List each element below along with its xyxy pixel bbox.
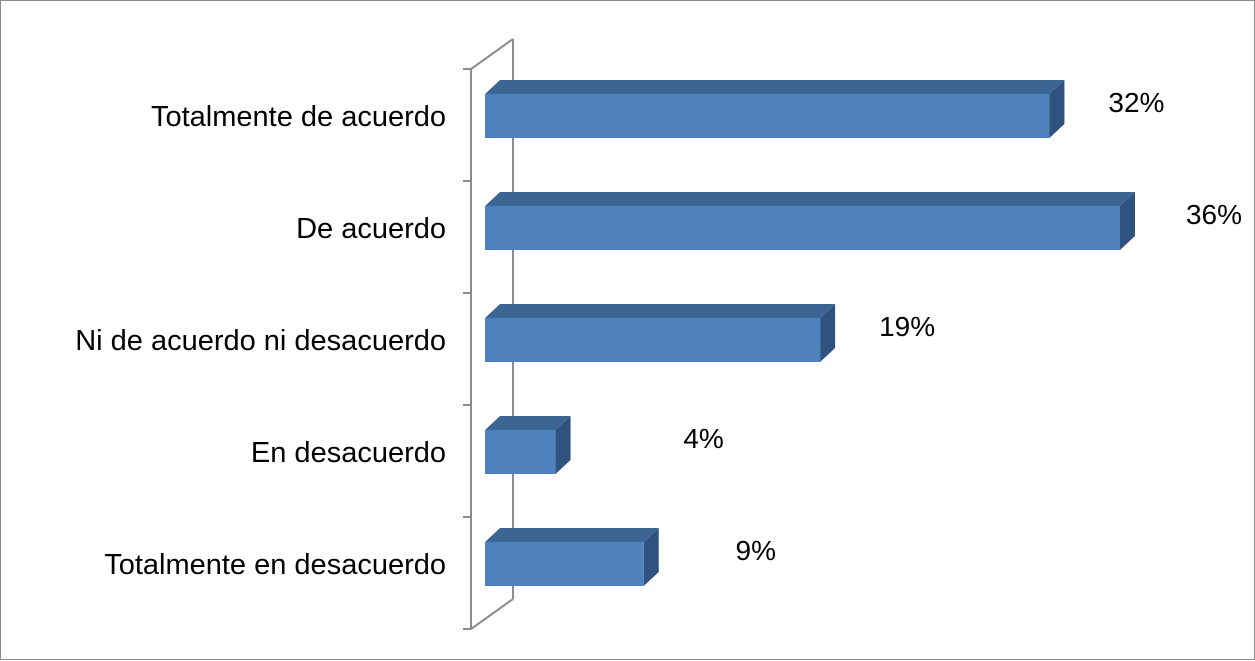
bar-front-face xyxy=(485,542,644,586)
category-label: Ni de acuerdo ni desacuerdo xyxy=(75,325,446,357)
bar-top-face xyxy=(485,304,836,318)
bar-side-face xyxy=(820,304,836,362)
bar-top-face xyxy=(485,416,571,430)
category-label: Totalmente de acuerdo xyxy=(151,101,446,133)
bar-front-face xyxy=(485,206,1120,250)
bar-side-face xyxy=(555,416,571,474)
bar xyxy=(485,304,836,362)
data-label: 36% xyxy=(1186,199,1242,230)
data-label: 19% xyxy=(879,311,935,342)
labels-layer: Totalmente de acuerdo 32% De acuerdo 36% Ni … xyxy=(75,87,1242,581)
category-label: De acuerdo xyxy=(296,213,446,245)
bar xyxy=(485,528,659,586)
bar xyxy=(485,192,1135,250)
bar xyxy=(485,80,1065,138)
bar-side-face xyxy=(1120,192,1135,250)
category-label: En desacuerdo xyxy=(251,437,446,469)
bar-front-face xyxy=(485,94,1050,138)
bar-side-face xyxy=(643,528,659,586)
bar-top-face xyxy=(485,528,659,542)
bar xyxy=(485,416,571,474)
data-label: 32% xyxy=(1108,87,1164,118)
data-label: 9% xyxy=(736,535,776,566)
bar-side-face xyxy=(1049,80,1065,138)
bar-front-face xyxy=(485,318,821,362)
bar-top-face xyxy=(485,192,1135,206)
bar-front-face xyxy=(485,430,556,474)
bar-top-face xyxy=(485,80,1065,94)
category-label: Totalmente en desacuerdo xyxy=(104,549,446,581)
axis-bottom-edge xyxy=(470,598,514,630)
bars-layer xyxy=(485,80,1135,586)
data-label: 4% xyxy=(683,423,723,454)
axis-top-edge xyxy=(470,38,514,70)
